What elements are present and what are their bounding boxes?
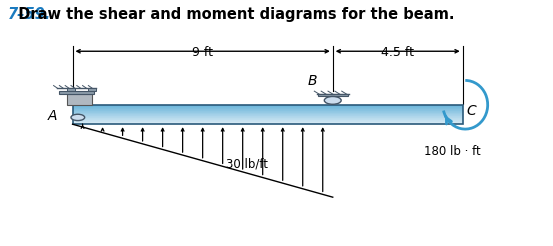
Bar [72, 105, 463, 124]
Bar [72, 105, 463, 106]
Bar [67, 89, 75, 91]
Bar [72, 118, 463, 119]
Bar [72, 123, 463, 124]
Bar [59, 91, 93, 94]
Bar [72, 110, 463, 111]
Text: 9 ft: 9 ft [192, 46, 213, 59]
Bar [72, 108, 463, 109]
Bar [72, 109, 463, 110]
Bar [72, 120, 463, 121]
Text: 180 lb · ft: 180 lb · ft [424, 145, 481, 158]
Text: B: B [307, 74, 317, 88]
Bar [72, 116, 463, 117]
Bar [72, 121, 463, 122]
Text: 7–59.: 7–59. [8, 7, 51, 22]
Bar [72, 117, 463, 118]
Bar [72, 119, 463, 120]
Circle shape [324, 96, 341, 104]
Bar [88, 89, 96, 91]
Text: A: A [47, 109, 57, 123]
Text: 4.5 ft: 4.5 ft [381, 46, 414, 59]
Text: Draw the shear and moment diagrams for the beam.: Draw the shear and moment diagrams for t… [8, 7, 454, 22]
Circle shape [71, 114, 85, 121]
FancyBboxPatch shape [67, 93, 92, 105]
Bar [72, 122, 463, 123]
Text: 30 lb/ft: 30 lb/ft [226, 158, 268, 171]
Bar [72, 107, 463, 108]
Bar [72, 112, 463, 113]
Bar [72, 113, 463, 114]
Bar [72, 114, 463, 115]
Bar [72, 111, 463, 112]
Bar [318, 94, 347, 96]
Bar [72, 106, 463, 107]
Text: C: C [467, 104, 477, 118]
Bar [72, 115, 463, 116]
